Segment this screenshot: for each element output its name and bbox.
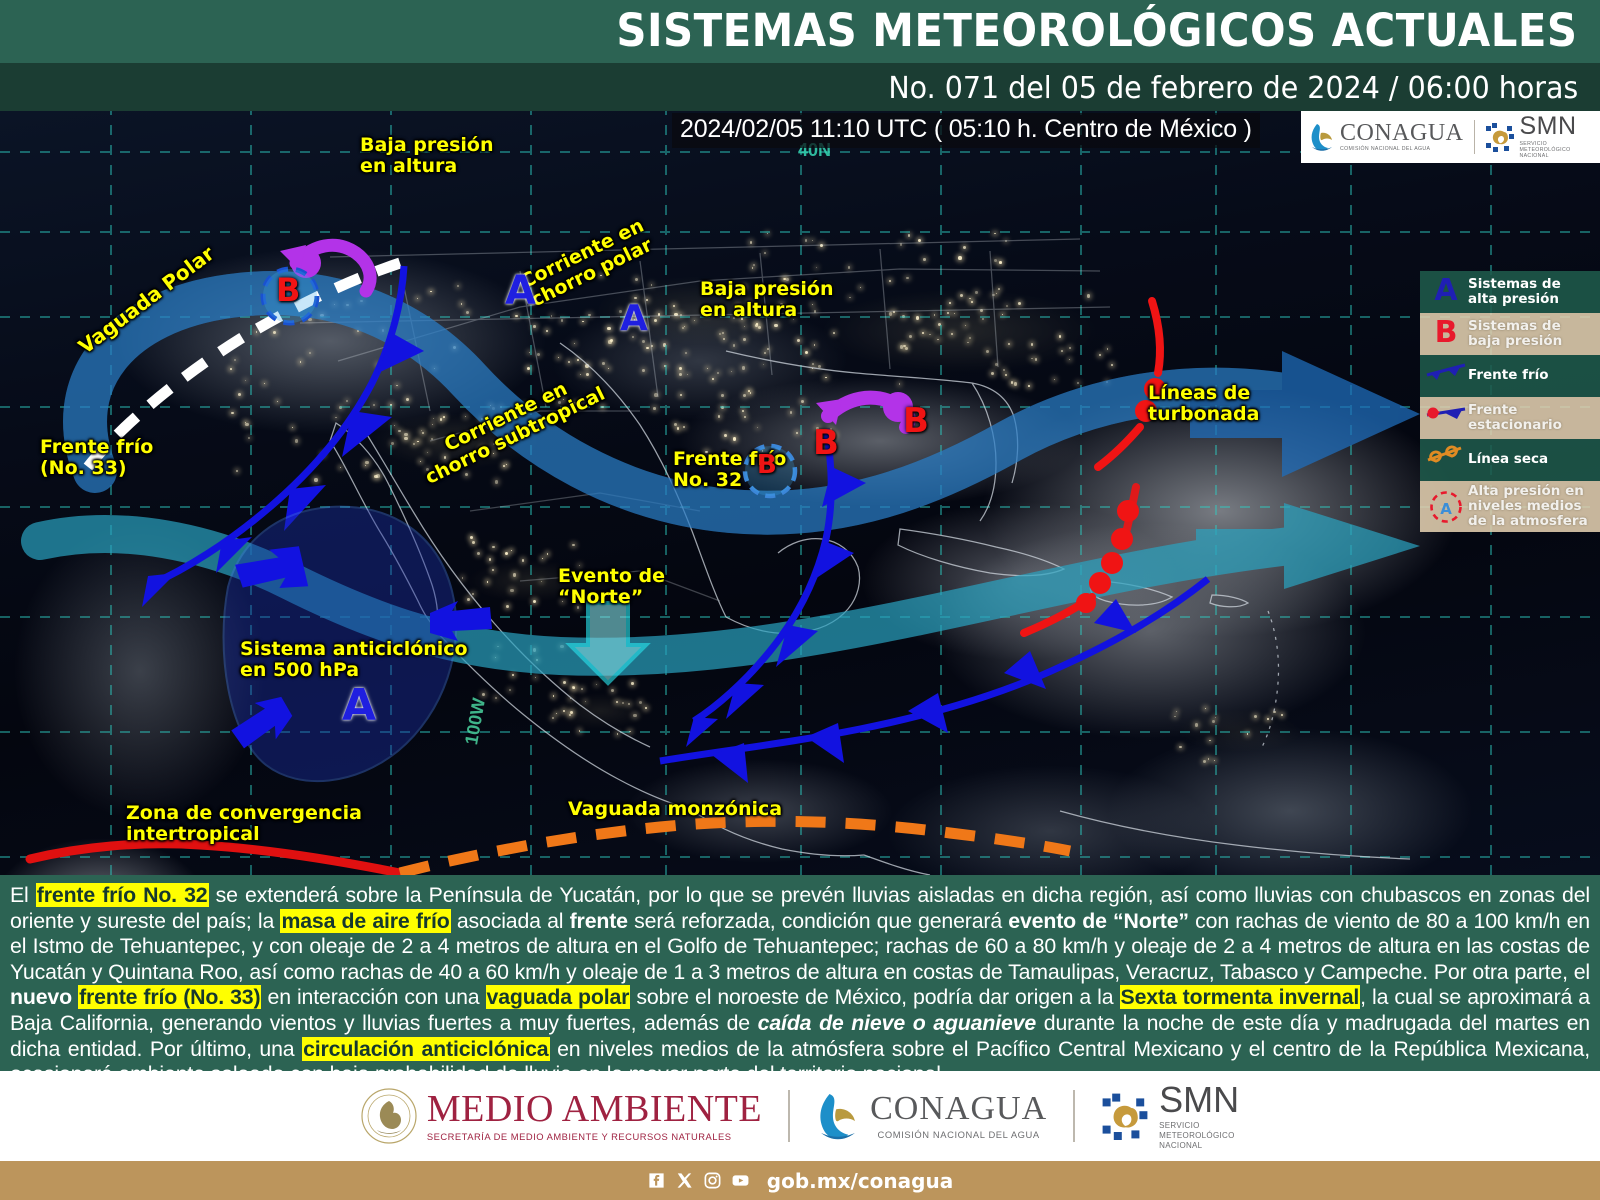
highlighted-term: circulación anticiclónica bbox=[302, 1036, 550, 1061]
low-pressure-marker-6: B bbox=[903, 401, 929, 441]
facebook-icon[interactable] bbox=[647, 1171, 666, 1190]
footer-smn-logo-subtitle: SERVICIO METEOROLÓGICO NACIONAL bbox=[1159, 1120, 1235, 1150]
highlighted-term: frente frío (No. 33) bbox=[78, 985, 262, 1010]
bold-term: nuevo bbox=[10, 985, 72, 1010]
smn-logo-name: SMN bbox=[1519, 111, 1577, 140]
footer-smn-logo-name: SMN bbox=[1159, 1078, 1240, 1120]
high-pressure-marker-1: A bbox=[620, 298, 648, 339]
stationary-front-icon bbox=[1426, 407, 1466, 419]
highlighted-term: frente frío No. 32 bbox=[35, 883, 209, 907]
smn-logo-icon bbox=[1102, 1093, 1148, 1140]
bold-term: evento de “Norte” bbox=[1008, 908, 1189, 933]
low-pressure-marker-5: B bbox=[813, 423, 839, 463]
coastline-layer bbox=[299, 238, 1411, 875]
legend-item-2: Frente frío bbox=[1420, 355, 1600, 397]
medio-ambiente-logo-subtitle: SECRETARÍA DE MEDIO AMBIENTE Y RECURSOS … bbox=[426, 1131, 732, 1142]
norte-event-arrow bbox=[565, 601, 651, 686]
smn-logo: SMN SERVICIO METEOROLÓGICO NACIONAL bbox=[1485, 111, 1577, 159]
medio-ambiente-logo: MEDIO AMBIENTE SECRETARÍA DE MEDIO AMBIE… bbox=[361, 1086, 762, 1146]
italic-term: caída de nieve o aguanieve bbox=[757, 1010, 1037, 1035]
legend-item-label-1: Sistemas de baja presión bbox=[1468, 317, 1563, 349]
polar-jet-stream bbox=[63, 271, 1420, 535]
header-title-bar: SISTEMAS METEOROLÓGICOS ACTUALES bbox=[0, 0, 1600, 63]
letter-B-icon: B bbox=[1434, 315, 1458, 350]
mid-level-low-ring-gulf bbox=[742, 443, 798, 499]
squall-lines bbox=[1020, 297, 1166, 637]
footer-url[interactable]: gob.mx/conagua bbox=[766, 1168, 954, 1193]
conagua-logo-subtitle: COMISIÓN NACIONAL DEL AGUA bbox=[1340, 146, 1431, 153]
high-pressure-marker-0: A bbox=[505, 268, 536, 314]
logo-divider bbox=[1473, 120, 1475, 154]
low-pressure-marker-4: B bbox=[757, 450, 777, 480]
smn-logo-icon bbox=[1485, 122, 1514, 152]
conagua-logo-icon bbox=[1311, 123, 1332, 151]
footer-conagua-logo: CONAGUA COMISIÓN NACIONAL DEL AGUA bbox=[816, 1090, 1047, 1142]
x-twitter-icon[interactable] bbox=[675, 1171, 694, 1190]
cold-front-caribbean bbox=[659, 576, 1211, 783]
cold-front-icon bbox=[1426, 363, 1466, 380]
dry-line-icon bbox=[1427, 445, 1462, 463]
mid-level-low-ring-northwest bbox=[260, 266, 320, 326]
upper-level-low-gulf bbox=[816, 390, 916, 434]
legend-item-0: A Sistemas de alta presión bbox=[1420, 271, 1600, 313]
low-pressure-marker-3: B bbox=[276, 271, 301, 309]
map-timestamp: 2024/02/05 11:10 UTC ( 05:10 h. Centro d… bbox=[672, 113, 1260, 148]
map-logo-strip: CONAGUA COMISIÓN NACIONAL DEL AGUA SMN bbox=[1301, 111, 1600, 163]
legend-item-label-0: Sistemas de alta presión bbox=[1468, 275, 1561, 307]
footer-smn-logo: SMN SERVICIO METEOROLÓGICO NACIONAL bbox=[1101, 1078, 1240, 1151]
legend-item-4: Línea seca bbox=[1420, 439, 1600, 481]
legend-item-5: A Alta presión en niveles medios de la a… bbox=[1420, 481, 1600, 533]
footer-conagua-logo-name: CONAGUA bbox=[870, 1090, 1048, 1127]
legend-item-1: B Sistemas de baja presión bbox=[1420, 313, 1600, 355]
legend-item-label-3: Frente estacionario bbox=[1468, 401, 1562, 433]
highlighted-term: vaguada polar bbox=[485, 985, 631, 1010]
legend-item-label-2: Frente frío bbox=[1468, 367, 1549, 384]
header-subtitle-bar: No. 071 del 05 de febrero de 2024 / 06:0… bbox=[0, 63, 1600, 111]
letter-A-icon: A bbox=[1434, 273, 1458, 308]
smn-logo-subtitle: SERVICIO METEOROLÓGICO NACIONAL bbox=[1519, 140, 1571, 159]
medio-ambiente-logo-name: MEDIO AMBIENTE bbox=[426, 1088, 763, 1130]
polar-trough-dashed-line bbox=[83, 257, 402, 471]
svg-text:A: A bbox=[1440, 500, 1452, 518]
legend-item-3: Frente estacionario bbox=[1420, 397, 1600, 439]
map-legend: A Sistemas de alta presión B Sistemas de… bbox=[1420, 271, 1600, 533]
highlighted-term: Sexta tormenta invernal bbox=[1119, 985, 1361, 1010]
legend-item-label-4: Línea seca bbox=[1468, 451, 1549, 468]
mid-level-high-icon: A bbox=[1430, 490, 1462, 523]
footer-logo-divider-1 bbox=[788, 1090, 791, 1142]
satellite-map: 40N 100W 2024/02/05 11:10 UTC ( 05:10 h. … bbox=[0, 111, 1600, 875]
cold-front-32 bbox=[686, 428, 866, 747]
intertropical-convergence-zone bbox=[25, 839, 405, 875]
conagua-logo-name: CONAGUA bbox=[1340, 119, 1464, 146]
footer-social-bar: gob.mx/conagua bbox=[0, 1161, 1600, 1200]
anticyclonic-system-500hpa bbox=[222, 505, 492, 783]
footer-conagua-logo-subtitle: COMISIÓN NACIONAL DEL AGUA bbox=[877, 1129, 1040, 1140]
bulletin-number-date: No. 071 del 05 de febrero de 2024 / 06:0… bbox=[888, 71, 1578, 106]
legend-item-label-5: Alta presión en niveles medios de la atm… bbox=[1468, 483, 1588, 530]
instagram-icon[interactable] bbox=[703, 1171, 722, 1190]
monsoon-trough bbox=[398, 815, 1072, 875]
footer-logo-bar: MEDIO AMBIENTE SECRETARÍA DE MEDIO AMBIE… bbox=[0, 1071, 1600, 1161]
page-title: SISTEMAS METEOROLÓGICOS ACTUALES bbox=[616, 4, 1578, 57]
forecast-discussion-block: El frente frío No. 32 se extenderá sobre… bbox=[0, 875, 1600, 1086]
forecast-discussion-text: El frente frío No. 32 se extenderá sobre… bbox=[10, 883, 1591, 1086]
bold-term: frente bbox=[569, 908, 628, 933]
footer-logo-divider-2 bbox=[1073, 1090, 1076, 1142]
highlighted-term: masa de aire frío bbox=[280, 908, 451, 933]
conagua-logo: CONAGUA COMISIÓN NACIONAL DEL AGUA bbox=[1309, 119, 1464, 153]
conagua-logo-icon bbox=[820, 1094, 856, 1140]
mexico-eagle-seal-icon bbox=[361, 1088, 417, 1144]
weather-systems-overlay bbox=[21, 238, 1420, 875]
youtube-icon[interactable] bbox=[731, 1171, 750, 1190]
high-pressure-marker-2: A bbox=[342, 680, 377, 731]
cold-front-33 bbox=[142, 265, 424, 607]
